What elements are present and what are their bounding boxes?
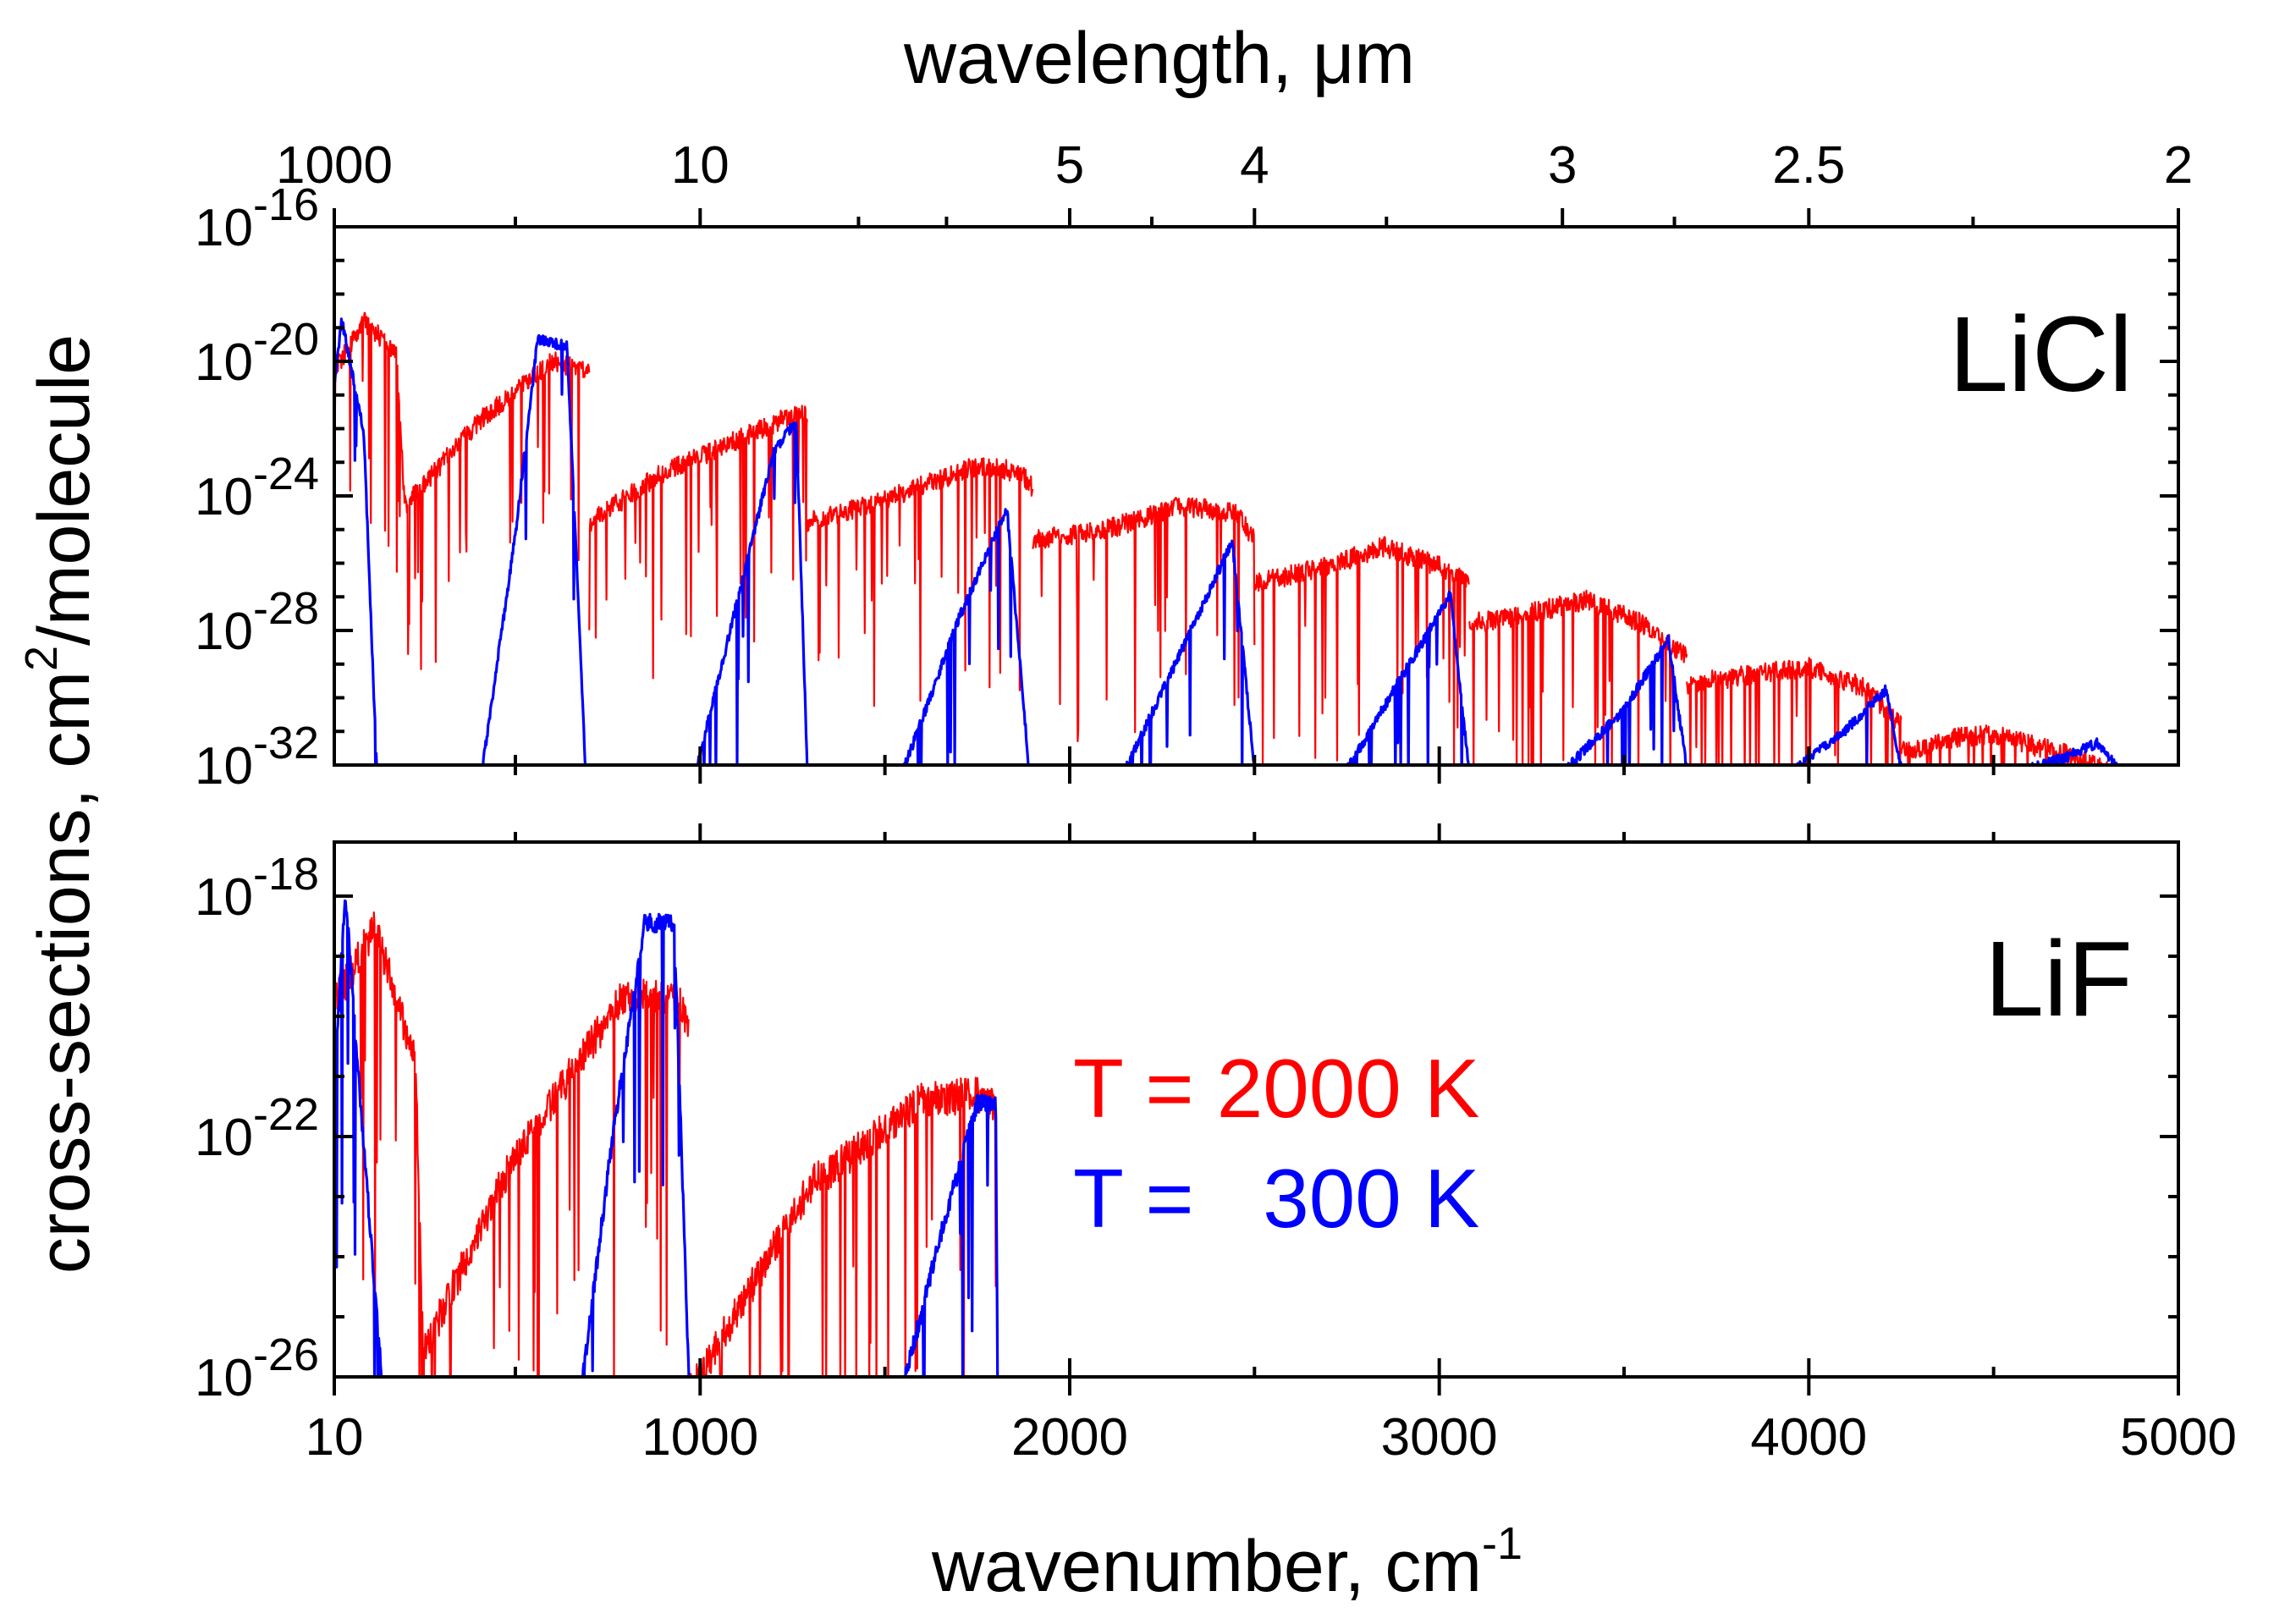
lif-band-red-2: [689, 1076, 997, 1377]
licl-band-red-2: [588, 405, 808, 680]
licl-band-blue-8: [2023, 737, 2121, 765]
y-tick-label: 10-28: [195, 583, 319, 661]
y-axis-title-rest: /molecule: [24, 334, 105, 646]
lif-band-blue-2: [904, 1093, 999, 1377]
lif-panel-label: LiF: [1985, 919, 2133, 1038]
legend-entry-300k: T = 300 K: [1073, 1152, 1479, 1245]
lif-axes-ticks: 10-26 10-22 10-18 10 1000 2000 3000 4000 5000: [195, 823, 2237, 1467]
y-axis-title-base: cross-sections, cm: [24, 671, 105, 1274]
y-axis-title: cross-sections, cm2/molecule: [16, 334, 105, 1274]
y-tick-label: 10-26: [195, 1329, 319, 1407]
lif-band-blue-1: [581, 912, 691, 1377]
x-tick-label: 4000: [1750, 1408, 1867, 1467]
licl-band-red-8: [1900, 724, 2117, 765]
licl-band-blue-5: [1346, 590, 1470, 765]
wavelength-tick-label: 10: [671, 136, 730, 195]
wavelength-tick-label: 1000: [276, 136, 393, 195]
licl-band-blue-6: [1564, 634, 1688, 765]
wavelength-tick-label: 2.5: [1772, 136, 1845, 195]
x-axis-title-base: wavenumber, cm: [931, 1526, 1482, 1607]
lif-series-300k: [334, 899, 999, 1377]
lif-plot-frame: [333, 840, 2180, 1379]
legend-entry-2000k: T = 2000 K: [1073, 1042, 1479, 1135]
wavelength-tick-label: 3: [1548, 136, 1577, 195]
y-tick-label: 10-22: [195, 1089, 319, 1167]
lif-band-blue-0: [334, 899, 383, 1377]
licl-band-blue-2: [696, 421, 809, 765]
y-tick-label: 10-32: [195, 718, 319, 795]
x-axis-title: wavenumber, cm-1: [931, 1518, 1522, 1607]
y-axis-title-sup: 2: [16, 646, 67, 671]
licl-band-blue-0: [334, 317, 378, 765]
licl-band-red-6: [1468, 589, 1688, 765]
x-tick-label: 10: [306, 1408, 364, 1467]
licl-band-red-7: [1686, 657, 1902, 765]
licl-band-blue-3: [902, 508, 1030, 765]
licl-band-blue-7: [1796, 684, 1902, 765]
wavelength-tick-label: 4: [1240, 136, 1269, 195]
y-tick-label: 10-24: [195, 449, 319, 526]
licl-band-blue-1: [482, 333, 587, 765]
y-tick-label: 10-16: [195, 179, 319, 257]
legend: T = 2000 K T = 300 K: [1073, 1042, 1479, 1245]
y-tick-label: 10-20: [195, 314, 319, 392]
x-tick-label: 1000: [641, 1408, 758, 1467]
wavelength-tick-label: 5: [1055, 136, 1084, 195]
wavelength-tick-label: 2: [2164, 136, 2193, 195]
licl-series-300k: [334, 317, 2121, 765]
licl-plot-area: [334, 311, 2121, 765]
y-tick-label: 10-18: [195, 849, 319, 927]
licl-band-red-1: [403, 351, 591, 670]
licl-band-red-3: [806, 457, 1034, 707]
licl-panel-label: LiCl: [1949, 295, 2133, 414]
licl-band-blue-4: [1125, 539, 1256, 765]
lif-panel: 10-26 10-22 10-18 10 1000 2000 3000 4000 5000 Li…: [195, 823, 2237, 1467]
x-axis-title-sup: -1: [1482, 1518, 1522, 1569]
lif-band-red-1: [421, 978, 691, 1377]
x-tick-label: 5000: [2120, 1408, 2237, 1467]
lif-plot-area: [334, 899, 999, 1377]
top-axis-title: wavelength, μm: [903, 18, 1415, 99]
x-tick-label: 2000: [1011, 1408, 1128, 1467]
licl-series-2000k: [334, 311, 2117, 765]
x-tick-label: 3000: [1381, 1408, 1498, 1467]
licl-band-red-5: [1253, 536, 1470, 765]
